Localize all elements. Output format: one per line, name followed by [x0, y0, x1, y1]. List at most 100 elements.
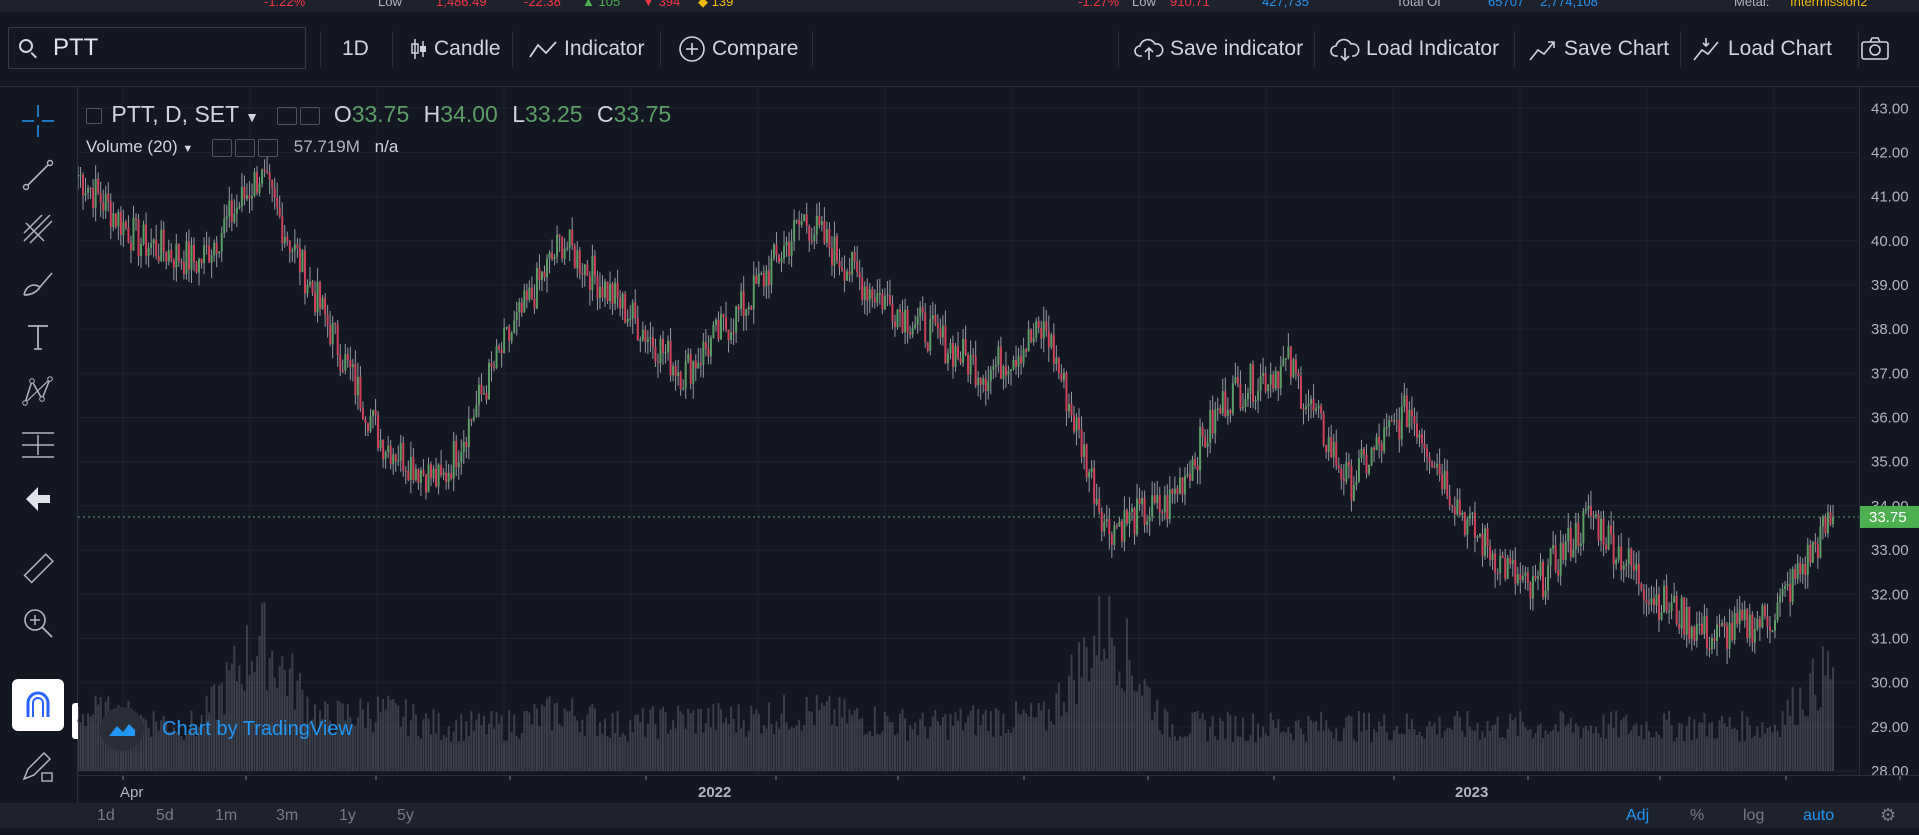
measure-range-tool[interactable]	[18, 425, 58, 465]
candle-body	[1678, 623, 1681, 629]
volume-bar	[147, 728, 150, 771]
volume-bar	[535, 708, 538, 771]
candle-body	[1420, 434, 1423, 444]
magnet-mode-button[interactable]	[12, 679, 64, 731]
range-5d[interactable]: 5d	[156, 807, 174, 824]
candle-body	[382, 439, 385, 460]
snapshot-button[interactable]	[1860, 31, 1896, 67]
candle-body	[1738, 609, 1741, 624]
volume-bar	[755, 709, 758, 771]
volume-dropdown-icon[interactable]: ▼	[182, 143, 194, 155]
volume-bar	[1282, 731, 1285, 771]
price-tick-label: 35.00	[1871, 454, 1909, 471]
legend-visibility-icon[interactable]	[277, 106, 298, 125]
volume-settings-icon[interactable]	[235, 138, 256, 157]
trend-line-tool[interactable]	[18, 155, 58, 195]
candle-body	[1431, 462, 1434, 467]
volume-bar	[1446, 728, 1449, 771]
candle-body	[1206, 442, 1209, 447]
save-chart-button[interactable]: Save Chart	[1528, 31, 1669, 67]
candle-body	[1534, 576, 1537, 579]
tradingview-watermark[interactable]: Chart by TradingView	[100, 707, 353, 751]
candle-body	[967, 354, 970, 375]
volume-visibility-icon[interactable]	[212, 138, 233, 157]
volume-label[interactable]: Volume (20)	[86, 137, 178, 156]
volume-bar	[1690, 740, 1693, 771]
candle-body	[1080, 429, 1083, 458]
text-tool[interactable]	[18, 317, 58, 357]
legend-dropdown-icon[interactable]: ▼	[245, 109, 260, 125]
candle-body	[886, 295, 889, 297]
price-tick-label: 39.00	[1871, 277, 1909, 294]
volume-bar	[1756, 726, 1759, 771]
pattern-tool[interactable]	[18, 371, 58, 411]
volume-bar	[1307, 715, 1310, 771]
volume-bar	[1277, 719, 1280, 771]
zoom-tool[interactable]	[18, 603, 58, 643]
volume-bar	[752, 714, 755, 771]
pitchfork-tool[interactable]	[18, 209, 58, 249]
range-3m[interactable]: 3m	[276, 807, 299, 824]
volume-bar	[132, 733, 135, 771]
candle-body	[1499, 555, 1502, 574]
volume-bar	[298, 673, 301, 771]
candle-body	[1259, 376, 1262, 391]
candle-body	[1466, 518, 1469, 535]
interval-button[interactable]: 1D	[342, 37, 369, 60]
candle-body	[1721, 622, 1724, 626]
log-toggle[interactable]: log	[1743, 807, 1765, 824]
ruler-tool[interactable]	[18, 549, 58, 589]
save-indicator-button[interactable]: Save indicator	[1134, 31, 1303, 67]
candle-body	[551, 252, 554, 260]
crosshair-tool[interactable]	[18, 101, 58, 141]
symbol-search[interactable]	[8, 27, 306, 69]
indicator-button[interactable]: Indicator	[528, 31, 645, 67]
candle-body	[245, 195, 248, 199]
range-1m[interactable]: 1m	[215, 807, 238, 824]
candle-body	[1264, 372, 1267, 392]
back-arrow-tool[interactable]	[18, 479, 58, 519]
volume-bar	[1395, 726, 1398, 771]
load-indicator-button[interactable]: Load Indicator	[1330, 31, 1499, 67]
price-axis[interactable]: 43.00 42.00 41.00 40.00 39.00 38.00 37.00 36.00…	[1859, 87, 1919, 775]
load-chart-button[interactable]: Load Chart	[1692, 31, 1832, 67]
time-axis[interactable]: Apr 2022 2023	[78, 775, 1919, 804]
collapse-legend-icon[interactable]	[86, 107, 102, 124]
symbol-search-input[interactable]	[53, 34, 293, 62]
legend-settings-icon[interactable]	[300, 106, 321, 125]
chart-type-button[interactable]: Candle	[410, 31, 501, 67]
candle-body	[180, 261, 183, 263]
volume-bar	[1403, 733, 1406, 771]
gear-icon[interactable]: ⚙	[1880, 805, 1897, 825]
volume-bar	[1753, 735, 1756, 771]
volume-bar	[119, 734, 122, 771]
volume-bar	[329, 720, 332, 771]
candle-body	[238, 206, 241, 208]
candle-body	[1743, 609, 1746, 621]
volume-remove-icon[interactable]	[258, 138, 279, 157]
range-1y[interactable]: 1y	[339, 807, 356, 824]
chart-pane[interactable]: PTT, D, SET ▼ O33.75 H34.00 L33.25 C33.7…	[78, 87, 1859, 775]
volume-bar	[498, 723, 501, 771]
volume-bar	[1589, 725, 1592, 771]
compare-button[interactable]: Compare	[678, 31, 798, 67]
percent-toggle[interactable]: %	[1690, 807, 1705, 824]
candle-body	[1675, 595, 1678, 624]
range-5y[interactable]: 5y	[397, 807, 414, 824]
legend-symbol[interactable]: PTT, D, SET	[111, 101, 239, 127]
volume-bar	[977, 708, 980, 771]
volume-bar	[1635, 723, 1638, 771]
volume-bar	[1052, 724, 1055, 771]
candle-body	[770, 258, 773, 285]
candle-body	[1327, 437, 1330, 452]
adj-toggle[interactable]: Adj	[1626, 807, 1650, 824]
lock-drawings-tool[interactable]	[18, 747, 58, 787]
candle-body	[1804, 564, 1807, 576]
brush-tool[interactable]	[18, 263, 58, 303]
auto-toggle[interactable]: auto	[1803, 807, 1835, 824]
range-1d[interactable]: 1d	[97, 807, 115, 824]
candle-body	[223, 218, 226, 234]
candle-body	[667, 340, 670, 352]
candle-body	[1299, 376, 1302, 409]
candle-body	[1758, 618, 1761, 628]
